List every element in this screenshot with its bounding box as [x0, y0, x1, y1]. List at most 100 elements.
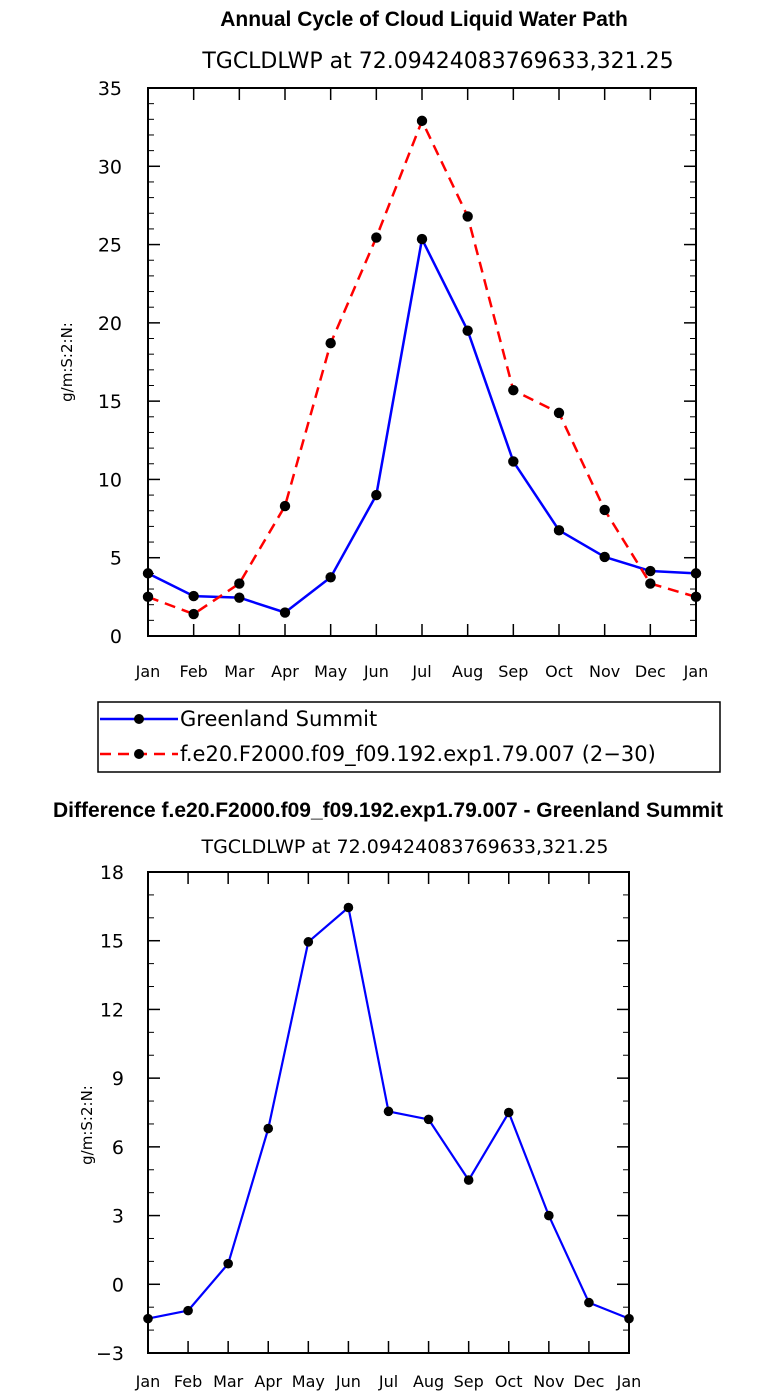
chart-difference: Difference f.e20.F2000.f09_f09.192.exp1.…: [53, 799, 723, 1391]
series-0-point: [462, 325, 473, 336]
x-tick-label: Apr: [271, 662, 299, 681]
y-tick-label: 20: [98, 313, 122, 335]
y-tick-label: 9: [112, 1068, 124, 1090]
y-tick-label: 6: [112, 1137, 124, 1159]
y-tick-label: 5: [110, 548, 122, 570]
legend-item-model: f.e20.F2000.f09_f09.192.exp1.79.007 (2−3…: [100, 742, 656, 767]
chart1-plot-frame: [147, 87, 697, 637]
series-0-point: [371, 489, 382, 501]
legend-item-greenland-summit: Greenland Summit: [100, 707, 377, 731]
series-0-point: [234, 592, 245, 603]
series-0-point: [223, 1258, 233, 1269]
y-tick-label: 35: [98, 78, 122, 100]
chart1-title: Annual Cycle of Cloud Liquid Water Path: [220, 8, 628, 31]
x-tick-label: Jan: [135, 662, 161, 681]
x-tick-label: Mar: [224, 662, 255, 681]
series-0-point: [325, 572, 336, 583]
x-tick-label: Dec: [573, 1372, 604, 1391]
series-0-point: [544, 1210, 554, 1221]
legend-label-greenland-summit: Greenland Summit: [180, 707, 377, 731]
legend-label-model: f.e20.F2000.f09_f09.192.exp1.79.007 (2−3…: [180, 742, 656, 767]
chart1-series: [142, 115, 702, 620]
x-tick-label: Jan: [683, 662, 709, 681]
x-tick-label: Jun: [335, 1372, 361, 1391]
chart2-subtitle: TGCLDLWP at 72.09424083769633,321.25: [200, 836, 608, 858]
legend-box: [97, 701, 721, 773]
y-tick-label: 15: [100, 931, 124, 953]
chart1-y-axis-label: g/m:S:2:N:: [58, 322, 76, 402]
y-tick-label: 30: [98, 156, 122, 178]
series-1-point: [279, 500, 291, 512]
y-tick-label: 12: [100, 999, 124, 1021]
series-line-0: [147, 237, 697, 614]
chart1-y-tick-labels: 0 5 10 15 20 25 30 35: [98, 78, 122, 648]
y-tick-label: 15: [98, 391, 122, 413]
x-tick-label: Jul: [378, 1372, 398, 1391]
chart2-y-tick-labels: −3 0 3 6 9 12 15 18: [96, 862, 124, 1365]
series-1-point: [599, 504, 610, 516]
x-tick-label: Jan: [616, 1372, 642, 1391]
x-tick-label: Oct: [545, 662, 573, 681]
x-tick-label: Feb: [180, 662, 208, 681]
chart1-subtitle: TGCLDLWP at 72.09424083769633,321.25: [201, 49, 673, 74]
series-1-point: [553, 407, 565, 419]
y-tick-label: 10: [98, 469, 122, 491]
x-tick-label: Apr: [254, 1372, 282, 1391]
x-tick-label: Sep: [454, 1372, 484, 1391]
x-tick-label: Mar: [213, 1372, 244, 1391]
x-tick-label: May: [314, 662, 347, 681]
series-0-point: [303, 937, 314, 947]
series-1-point: [234, 578, 245, 589]
y-tick-label: 0: [110, 626, 122, 648]
series-0-point: [463, 1175, 474, 1185]
x-tick-label: Nov: [533, 1372, 564, 1391]
x-tick-label: Dec: [635, 662, 666, 681]
x-tick-label: May: [292, 1372, 325, 1391]
series-0-point: [584, 1297, 594, 1308]
y-tick-label: 18: [100, 862, 124, 884]
series-0-point: [508, 456, 519, 467]
x-tick-label: Oct: [495, 1372, 523, 1391]
chart2-x-tick-labels: Jan Feb Mar Apr May Jun Jul Aug Sep Oct Nov Dec Jan: [135, 1372, 642, 1391]
series-0-point: [599, 551, 610, 563]
x-tick-label: Nov: [589, 662, 620, 681]
series-0-point: [263, 1123, 274, 1134]
chart2-series: [143, 902, 634, 1324]
series-1-point: [188, 608, 199, 620]
y-tick-label: 0: [112, 1274, 124, 1296]
series-0-point: [503, 1107, 514, 1118]
x-tick-label: Jan: [135, 1372, 161, 1391]
x-tick-label: Feb: [174, 1372, 202, 1391]
y-tick-label: −3: [96, 1343, 124, 1365]
series-line-1: [147, 119, 697, 616]
legend-marker-greenland-summit: [134, 714, 144, 724]
series-1-point: [645, 578, 656, 589]
chart-annual-cycle: Annual Cycle of Cloud Liquid Water Path …: [58, 8, 708, 681]
series-0-point: [279, 607, 291, 618]
series-0-point: [416, 233, 428, 245]
series-1-point: [371, 232, 382, 243]
series-0-point: [188, 590, 199, 602]
chart1-x-tick-labels: Jan Feb Mar Apr May Jun Jul Aug Sep Oct Nov Dec Jan: [135, 662, 709, 681]
x-tick-label: Aug: [452, 662, 483, 681]
series-0-point: [423, 1114, 434, 1125]
series-0-point: [383, 1106, 394, 1117]
series-0-point: [645, 565, 656, 577]
series-1-point: [416, 115, 428, 127]
chart1-axes: [147, 87, 697, 637]
x-tick-label: Aug: [413, 1372, 444, 1391]
x-tick-label: Jul: [411, 662, 431, 681]
chart1-legend: Greenland Summit f.e20.F2000.f09_f09.192…: [97, 701, 721, 773]
series-0-point: [183, 1305, 193, 1316]
y-tick-label: 25: [98, 235, 122, 257]
chart2-plot-frame: [147, 871, 630, 1354]
x-tick-label: Sep: [498, 662, 528, 681]
chart2-title: Difference f.e20.F2000.f09_f09.192.exp1.…: [53, 799, 723, 822]
y-tick-label: 3: [112, 1206, 124, 1228]
series-0-point: [553, 525, 565, 536]
series-1-point: [508, 384, 519, 396]
series-1-point: [462, 211, 473, 222]
series-1-point: [325, 338, 336, 349]
legend-marker-model: [134, 749, 144, 759]
